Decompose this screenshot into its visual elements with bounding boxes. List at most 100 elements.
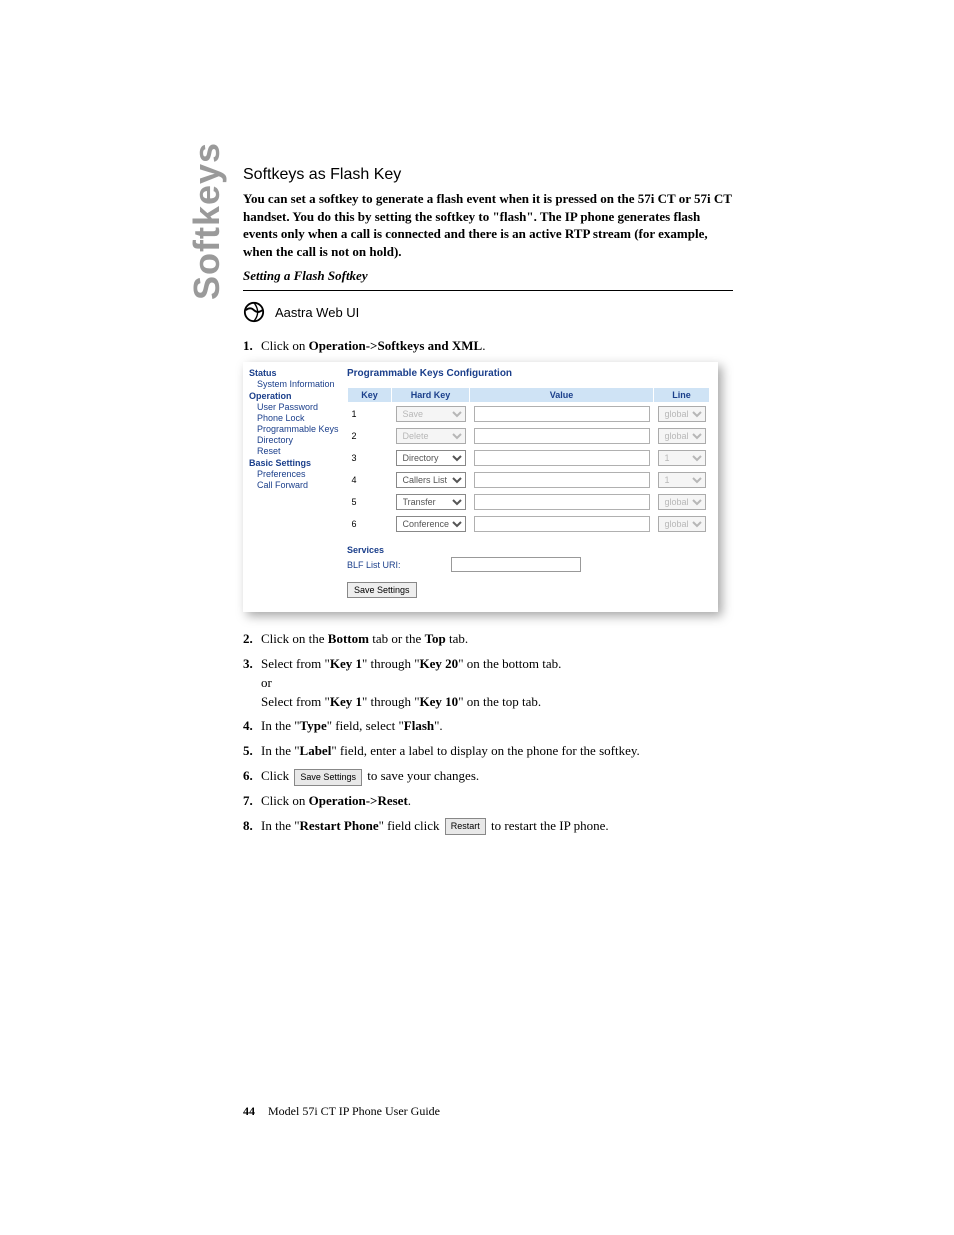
step-4: 4. In the "Type" field, select "Flash". xyxy=(243,717,733,736)
th-hardkey: Hard Key xyxy=(392,388,470,403)
t: " on the top tab. xyxy=(458,694,541,709)
section-title: Softkeys as Flash Key xyxy=(243,166,733,184)
cell-key: 1 xyxy=(348,403,392,426)
main-content: Softkeys as Flash Key You can set a soft… xyxy=(243,166,733,842)
line-select: 1 xyxy=(658,472,706,488)
hardkey-select[interactable]: Directory xyxy=(396,450,466,466)
step-body: Click on Operation->Softkeys and XML. xyxy=(261,337,733,356)
blf-row: BLF List URI: xyxy=(347,557,710,572)
save-settings-button[interactable]: Save Settings xyxy=(347,582,417,598)
step-3: 3. Select from "Key 1" through "Key 20" … xyxy=(243,655,733,712)
nav-operation[interactable]: Operation xyxy=(249,391,339,401)
cell-hardkey: Save xyxy=(392,403,470,426)
nav-reset[interactable]: Reset xyxy=(257,446,339,456)
t: . xyxy=(482,338,485,353)
step-body: In the "Restart Phone" field click Resta… xyxy=(261,817,733,836)
value-input[interactable] xyxy=(474,516,650,532)
intro-flash: flash xyxy=(500,209,527,224)
cell-value xyxy=(470,447,654,469)
nav-progkeys[interactable]: Programmable Keys xyxy=(257,424,339,434)
value-input[interactable] xyxy=(474,472,650,488)
page-number: 44 xyxy=(243,1104,255,1118)
nav-userpw[interactable]: User Password xyxy=(257,402,339,412)
divider xyxy=(243,290,733,291)
t: Operation->Reset xyxy=(309,793,408,808)
blf-input[interactable] xyxy=(451,557,581,572)
cell-hardkey: Callers List xyxy=(392,469,470,491)
line-select: global xyxy=(658,406,706,422)
step-body: In the "Label" field, enter a label to d… xyxy=(261,742,733,761)
t: Key 10 xyxy=(420,694,459,709)
footer-title: Model 57i CT IP Phone User Guide xyxy=(268,1104,440,1118)
vertical-section-label: Softkeys xyxy=(186,142,228,300)
value-input[interactable] xyxy=(474,450,650,466)
nav-callfwd[interactable]: Call Forward xyxy=(257,480,339,490)
panel-nav: Status System Information Operation User… xyxy=(243,362,343,612)
t: to save your changes. xyxy=(364,768,479,783)
cell-key: 2 xyxy=(348,425,392,447)
t: or xyxy=(261,675,272,690)
th-key: Key xyxy=(348,388,392,403)
cell-value xyxy=(470,425,654,447)
value-input[interactable] xyxy=(474,494,650,510)
hardkey-select[interactable]: Transfer xyxy=(396,494,466,510)
t: In the " xyxy=(261,743,300,758)
step-body: Click on the Bottom tab or the Top tab. xyxy=(261,630,733,649)
step-body: Click on Operation->Reset. xyxy=(261,792,733,811)
t: Click on the xyxy=(261,631,328,646)
t: Restart Phone xyxy=(300,818,379,833)
nav-prefs[interactable]: Preferences xyxy=(257,469,339,479)
step-6: 6. Click Save Settings to save your chan… xyxy=(243,767,733,786)
step-num: 1. xyxy=(243,337,261,356)
line-select: global xyxy=(658,516,706,532)
table-row: 4Callers List 1 xyxy=(348,469,710,491)
panel-title: Programmable Keys Configuration xyxy=(347,368,710,379)
cell-key: 6 xyxy=(348,513,392,535)
t: Click xyxy=(261,768,292,783)
step-num: 7. xyxy=(243,792,261,811)
step-body: Select from "Key 1" through "Key 20" on … xyxy=(261,655,733,712)
line-select: global xyxy=(658,494,706,510)
nav-directory[interactable]: Directory xyxy=(257,435,339,445)
t: Select from " xyxy=(261,656,330,671)
step-num: 6. xyxy=(243,767,261,786)
t: Flash xyxy=(404,718,434,733)
step-5: 5. In the "Label" field, enter a label t… xyxy=(243,742,733,761)
t: " on the bottom tab. xyxy=(458,656,561,671)
restart-inline-button[interactable]: Restart xyxy=(445,818,486,835)
cell-key: 4 xyxy=(348,469,392,491)
cell-line: 1 xyxy=(654,447,710,469)
step-num: 4. xyxy=(243,717,261,736)
nav-sysinfo[interactable]: System Information xyxy=(257,379,339,389)
cell-hardkey: Conference xyxy=(392,513,470,535)
hardkey-select[interactable]: Callers List xyxy=(396,472,466,488)
t: Key 1 xyxy=(330,694,362,709)
t: Click on xyxy=(261,793,309,808)
cell-line: 1 xyxy=(654,469,710,491)
cell-line: global xyxy=(654,403,710,426)
value-input[interactable] xyxy=(474,428,650,444)
t: Select from " xyxy=(261,694,330,709)
nav-basic[interactable]: Basic Settings xyxy=(249,458,339,468)
cell-value xyxy=(470,469,654,491)
step-body: Click Save Settings to save your changes… xyxy=(261,767,733,786)
subsection-title: Setting a Flash Softkey xyxy=(243,268,733,284)
t: tab or the xyxy=(369,631,425,646)
t: " field, enter a label to display on the… xyxy=(331,743,639,758)
nav-phonelock[interactable]: Phone Lock xyxy=(257,413,339,423)
t: tab. xyxy=(446,631,468,646)
t: Type xyxy=(300,718,327,733)
keys-table: Key Hard Key Value Line 1Saveglobal2Dele… xyxy=(347,387,710,535)
hardkey-select[interactable]: Conference xyxy=(396,516,466,532)
services-label: Services xyxy=(347,545,710,555)
value-input[interactable] xyxy=(474,406,650,422)
t: Bottom xyxy=(328,631,369,646)
step-2: 2. Click on the Bottom tab or the Top ta… xyxy=(243,630,733,649)
globe-icon xyxy=(243,301,265,323)
table-row: 5Transferglobal xyxy=(348,491,710,513)
step-body: In the "Type" field, select "Flash". xyxy=(261,717,733,736)
step-8: 8. In the "Restart Phone" field click Re… xyxy=(243,817,733,836)
save-settings-inline-button[interactable]: Save Settings xyxy=(294,769,362,786)
nav-status[interactable]: Status xyxy=(249,368,339,378)
step-num: 3. xyxy=(243,655,261,674)
